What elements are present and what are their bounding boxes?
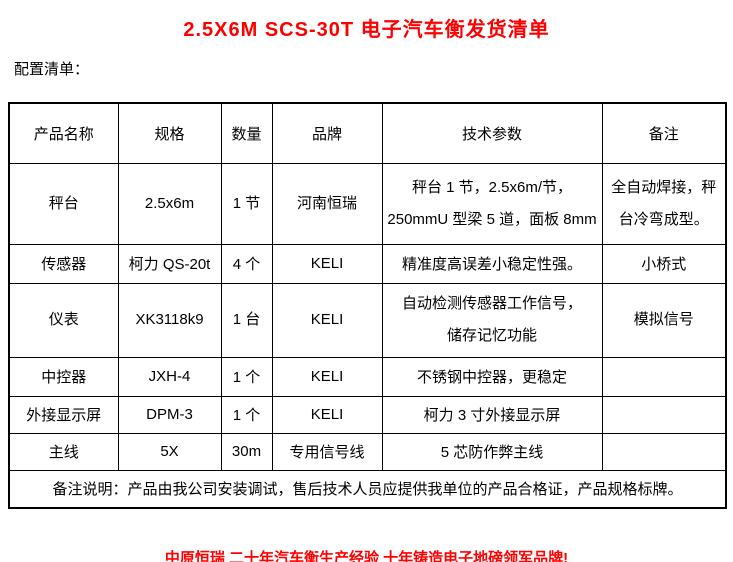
cell-spec: 柯力 QS-20t [117,243,222,284]
cell-product-name: 传感器 [8,243,119,284]
table-row: 外接显示屏 DPM-3 1 个 KELI 柯力 3 寸外接显示屏 [8,395,727,434]
footer-remark: 备注说明：产品由我公司安装调试，售后技术人员应提供我单位的产品合格证，产品规格标… [8,469,727,509]
cell-note [601,432,727,471]
cell-brand: KELI [271,243,383,284]
table-footer-row: 备注说明：产品由我公司安装调试，售后技术人员应提供我单位的产品合格证，产品规格标… [8,469,727,509]
table-row: 中控器 JXH-4 1 个 KELI 不锈钢中控器，更稳定 [8,356,727,397]
cell-params: 5 芯防作弊主线 [381,432,603,471]
cell-brand: KELI [271,395,383,434]
cell-qty: 4 个 [220,243,273,284]
table-row: 仪表 XK3118k9 1 台 KELI 自动检测传感器工作信号， 储存记忆功能… [8,282,727,358]
cell-note: 模拟信号 [601,282,727,358]
cell-params: 秤台 1 节，2.5x6m/节， 250mmU 型梁 5 道，面板 8mm [381,162,603,245]
table-row: 主线 5X 30m 专用信号线 5 芯防作弊主线 [8,432,727,471]
cell-spec: 2.5x6m [117,162,222,245]
cell-note: 全自动焊接，秤台冷弯成型。 [601,162,727,245]
cell-product-name: 主线 [8,432,119,471]
cell-params: 自动检测传感器工作信号， 储存记忆功能 [381,282,603,358]
cell-spec: 5X [117,432,222,471]
header-product-name: 产品名称 [8,102,119,164]
table-row: 秤台 2.5x6m 1 节 河南恒瑞 秤台 1 节，2.5x6m/节， 250m… [8,162,727,245]
cell-note [601,356,727,397]
shipping-list-table: 产品名称 规格 数量 品牌 技术参数 备注 秤台 2.5x6m 1 节 河南恒瑞… [8,102,727,509]
cell-params: 不锈钢中控器，更稳定 [381,356,603,397]
cell-spec: DPM-3 [117,395,222,434]
cell-spec: JXH-4 [117,356,222,397]
cell-params: 柯力 3 寸外接显示屏 [381,395,603,434]
cell-product-name: 外接显示屏 [8,395,119,434]
cell-params: 精准度高误差小稳定性强。 [381,243,603,284]
cell-qty: 30m [220,432,273,471]
config-list-label: 配置清单： [14,61,90,78]
cell-qty: 1 个 [220,395,273,434]
cell-brand: KELI [271,282,383,358]
cell-product-name: 中控器 [8,356,119,397]
cell-qty: 1 节 [220,162,273,245]
header-note: 备注 [601,102,727,164]
cell-product-name: 仪表 [8,282,119,358]
company-slogan: 中原恒瑞 二十年汽车衡生产经验 十年铸造电子地磅领军品牌! [164,550,569,562]
cell-spec: XK3118k9 [117,282,222,358]
cell-brand: KELI [271,356,383,397]
header-brand: 品牌 [271,102,383,164]
cell-product-name: 秤台 [8,162,119,245]
header-spec: 规格 [117,102,222,164]
cell-note [601,395,727,434]
header-params: 技术参数 [381,102,603,164]
cell-brand: 专用信号线 [271,432,383,471]
cell-qty: 1 个 [220,356,273,397]
cell-qty: 1 台 [220,282,273,358]
cell-note: 小桥式 [601,243,727,284]
table-header-row: 产品名称 规格 数量 品牌 技术参数 备注 [8,102,727,164]
header-qty: 数量 [220,102,273,164]
document-title: 2.5X6M SCS-30T 电子汽车衡发货清单 [183,19,550,41]
cell-brand: 河南恒瑞 [271,162,383,245]
table-row: 传感器 柯力 QS-20t 4 个 KELI 精准度高误差小稳定性强。 小桥式 [8,243,727,284]
